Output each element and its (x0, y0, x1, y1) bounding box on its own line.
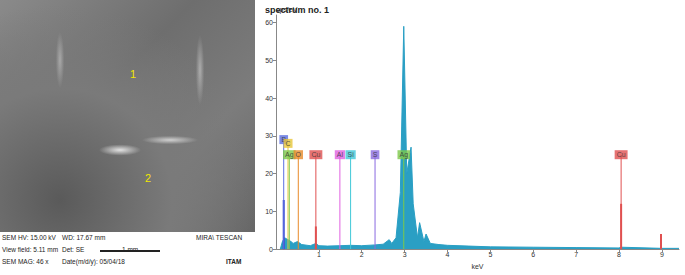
html-text:Det: SE: Det: SE (62, 246, 85, 253)
svg-text:spectrum no. 1: spectrum no. 1 (265, 5, 329, 15)
svg-text:Ag: Ag (399, 151, 408, 159)
svg-text:7: 7 (574, 251, 578, 258)
html-text:SEM HV: 15.00 kV: SEM HV: 15.00 kV (2, 234, 56, 241)
html-text:Date(m/d/y): 05/04/18: Date(m/d/y): 05/04/18 (62, 258, 125, 265)
svg-text:4: 4 (446, 251, 450, 258)
svg-text:Cu: Cu (311, 151, 320, 158)
svg-text:C: C (285, 140, 290, 147)
svg-text:6: 6 (531, 251, 535, 258)
svg-text:keV: keV (471, 263, 483, 270)
html-text:View field: 5.11 mm: View field: 5.11 mm (2, 246, 59, 253)
html-text:ITAM: ITAM (226, 258, 242, 265)
svg-text:20: 20 (265, 170, 273, 177)
svg-text:40: 40 (265, 95, 273, 102)
svg-text:Al: Al (337, 151, 344, 158)
svg-text:5: 5 (488, 251, 492, 258)
html-text:1: 1 (130, 68, 137, 80)
svg-text:1: 1 (317, 251, 321, 258)
html-text:WD: 17.67 mm: WD: 17.67 mm (62, 234, 106, 241)
svg-text:50: 50 (265, 57, 273, 64)
html-text:MIRA\ TESCAN: MIRA\ TESCAN (196, 234, 243, 241)
html-text:1 mm: 1 mm (122, 246, 139, 253)
svg-text:8: 8 (617, 251, 621, 258)
svg-text:Cu: Cu (617, 151, 626, 158)
svg-text:Si: Si (347, 151, 354, 158)
svg-text:3: 3 (403, 251, 407, 258)
svg-text:9: 9 (660, 251, 664, 258)
svg-text:10: 10 (265, 208, 273, 215)
html-text:2: 2 (145, 172, 152, 184)
svg-text:Ag: Ag (285, 151, 294, 159)
svg-text:2: 2 (360, 251, 364, 258)
svg-text:O: O (296, 151, 302, 158)
svg-text:S: S (373, 151, 378, 158)
svg-text:30: 30 (265, 132, 273, 139)
svg-text:60: 60 (265, 19, 273, 26)
html-text:SEM MAG: 46 x: SEM MAG: 46 x (2, 258, 49, 265)
svg-text:0: 0 (269, 246, 273, 253)
